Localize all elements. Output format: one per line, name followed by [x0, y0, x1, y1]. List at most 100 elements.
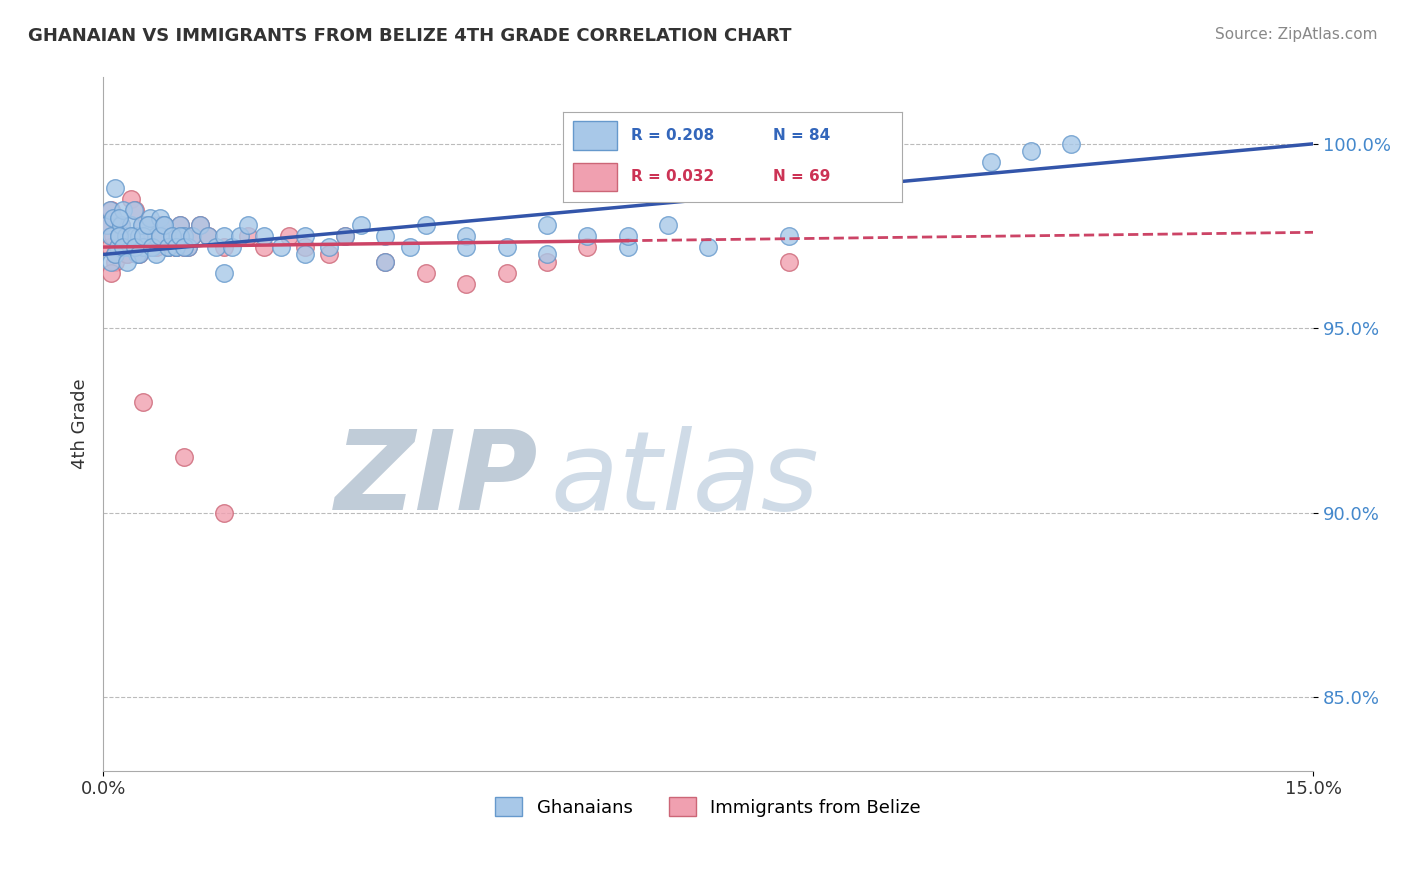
Point — [100, 203, 122, 218]
Point — [616, 229, 638, 244]
Point — [173, 240, 195, 254]
Point — [104, 181, 127, 195]
Point — [536, 255, 558, 269]
Point — [124, 229, 146, 244]
Point — [253, 240, 276, 254]
Point — [212, 506, 235, 520]
Point — [333, 229, 356, 244]
Point — [398, 240, 420, 254]
Point — [108, 229, 131, 244]
Point — [117, 255, 139, 269]
Point — [495, 240, 517, 254]
Point — [98, 203, 121, 218]
Text: atlas: atlas — [551, 426, 820, 533]
Point — [169, 229, 191, 244]
Point — [114, 229, 136, 244]
Point — [778, 255, 800, 269]
Point — [188, 218, 211, 232]
Point — [536, 247, 558, 261]
Text: ZIP: ZIP — [335, 426, 538, 533]
Point — [177, 240, 200, 254]
Point — [112, 203, 135, 218]
Point — [122, 203, 145, 218]
Point — [132, 229, 155, 244]
Point — [136, 240, 159, 254]
Point — [197, 229, 219, 244]
Point — [145, 240, 167, 254]
Point — [112, 229, 135, 244]
Point — [104, 247, 127, 261]
Point — [456, 277, 478, 291]
Point — [107, 240, 129, 254]
Point — [152, 218, 174, 232]
Point — [294, 240, 316, 254]
Point — [125, 247, 148, 261]
Point — [165, 240, 187, 254]
Point — [124, 203, 146, 218]
Point — [120, 229, 142, 244]
Point — [160, 229, 183, 244]
Point — [108, 229, 131, 244]
Point — [156, 240, 179, 254]
Point — [100, 255, 122, 269]
Point — [128, 247, 150, 261]
Legend: Ghanaians, Immigrants from Belize: Ghanaians, Immigrants from Belize — [488, 790, 928, 824]
Point — [108, 211, 131, 225]
Point — [104, 247, 127, 261]
Point — [108, 229, 131, 244]
Point — [616, 240, 638, 254]
Point — [238, 229, 260, 244]
Point — [120, 192, 142, 206]
Point — [180, 229, 202, 244]
Point — [374, 229, 396, 244]
Point — [152, 229, 174, 244]
Point — [415, 218, 437, 232]
Point — [277, 229, 299, 244]
Point — [165, 240, 187, 254]
Point — [229, 229, 252, 244]
Point — [197, 229, 219, 244]
Point — [156, 240, 179, 254]
Point — [139, 211, 162, 225]
Point — [145, 240, 167, 254]
Point — [145, 247, 167, 261]
Point — [122, 240, 145, 254]
Point — [657, 218, 679, 232]
Point — [212, 240, 235, 254]
Point — [169, 218, 191, 232]
Point — [149, 229, 172, 244]
Point — [212, 266, 235, 280]
Point — [173, 450, 195, 465]
Point — [131, 218, 153, 232]
Point — [177, 240, 200, 254]
Point — [456, 240, 478, 254]
Point — [141, 240, 163, 254]
Point — [118, 229, 141, 244]
Point — [112, 240, 135, 254]
Point — [110, 218, 132, 232]
Point — [456, 229, 478, 244]
Point — [152, 218, 174, 232]
Point — [114, 229, 136, 244]
Point — [173, 240, 195, 254]
Point — [778, 229, 800, 244]
Point — [374, 255, 396, 269]
Point — [132, 240, 155, 254]
Point — [169, 229, 191, 244]
Point — [117, 240, 139, 254]
Point — [107, 240, 129, 254]
Point — [160, 229, 183, 244]
Point — [128, 247, 150, 261]
Point — [294, 229, 316, 244]
Point — [136, 218, 159, 232]
Point — [149, 229, 172, 244]
Point — [112, 240, 135, 254]
Point — [1060, 136, 1083, 151]
Point — [96, 218, 118, 232]
Point — [350, 218, 373, 232]
Point — [108, 240, 131, 254]
Point — [117, 247, 139, 261]
Point — [318, 247, 340, 261]
Point — [180, 229, 202, 244]
Point — [333, 229, 356, 244]
